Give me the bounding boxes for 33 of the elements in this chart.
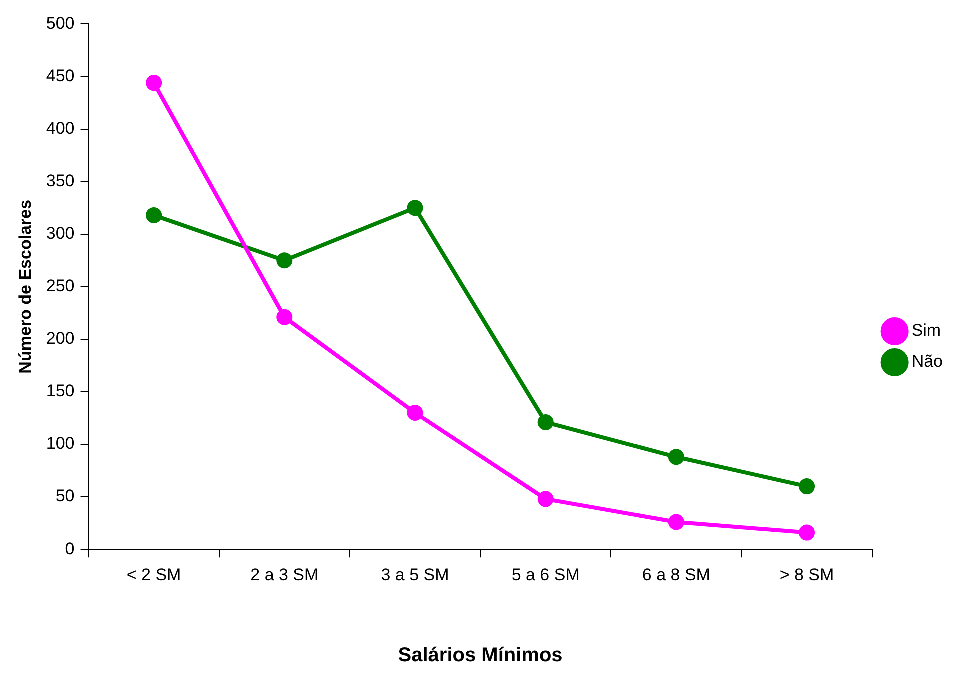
y-tick-label: 0 [65, 539, 75, 558]
x-tick-label: 5 a 6 SM [512, 565, 580, 584]
point [799, 524, 816, 541]
y-tick-label: 50 [56, 486, 75, 506]
point [668, 514, 684, 530]
x-tick-label: < 2 SM [126, 565, 182, 584]
legend-label: Sim [912, 321, 942, 340]
y-tick-label: 300 [46, 224, 75, 244]
point [799, 478, 816, 495]
y-tick-label: 400 [46, 118, 75, 138]
y-tick-label: 250 [46, 276, 75, 296]
x-tick-label: > 8 SM [780, 565, 834, 584]
point [146, 75, 162, 92]
x-tick-label: 6 a 8 SM [642, 565, 710, 584]
point [276, 252, 293, 269]
y-tick-label: 350 [46, 172, 75, 191]
point [668, 449, 684, 466]
point [538, 491, 554, 508]
y-tick-label: 100 [46, 434, 75, 454]
x-axis-title: Salários Mínimos [398, 644, 563, 667]
point [276, 309, 293, 326]
point [407, 404, 424, 421]
y-tick-label: 450 [46, 66, 75, 86]
point [407, 200, 424, 216]
legend-label: Não [912, 352, 943, 372]
point [146, 207, 162, 224]
point [538, 414, 554, 430]
y-tick-label: 200 [46, 329, 75, 348]
y-tick-label: 500 [46, 14, 75, 33]
y-axis-title: Número de Escolares [16, 200, 35, 374]
y-tick-label: 150 [46, 382, 75, 401]
x-tick-label: 2 a 3 SM [250, 565, 319, 584]
x-tick-label: 3 a 5 SM [381, 565, 450, 584]
